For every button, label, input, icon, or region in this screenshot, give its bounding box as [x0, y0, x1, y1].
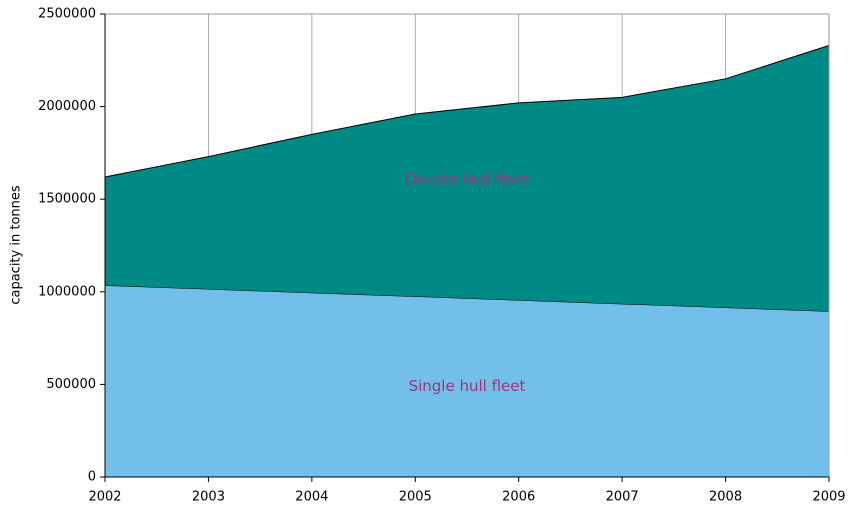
y-tick-label: 2500000: [38, 7, 96, 22]
x-tick-label: 2002: [88, 490, 121, 505]
y-tick-label: 0: [88, 470, 96, 485]
x-tick-label: 2006: [502, 490, 535, 505]
x-tick-label: 2005: [399, 490, 432, 505]
x-tick-label: 2003: [192, 490, 225, 505]
area: [105, 285, 829, 477]
series-label: Double hull fleet: [405, 171, 529, 189]
y-tick-label: 1500000: [38, 192, 96, 207]
y-tick-label: 1000000: [38, 284, 96, 299]
y-tick-label: 2000000: [38, 99, 96, 114]
y-tick-label: 500000: [46, 377, 96, 392]
x-tick-label: 2007: [606, 490, 639, 505]
y-axis-label: capacity in tonnes: [9, 185, 24, 305]
x-tick-label: 2008: [709, 490, 742, 505]
x-tick-label: 2009: [812, 490, 845, 505]
area-edge: [104, 45, 830, 178]
area: [105, 45, 829, 312]
series-label: Single hull fleet: [409, 377, 526, 395]
x-tick-label: 2004: [295, 490, 328, 505]
